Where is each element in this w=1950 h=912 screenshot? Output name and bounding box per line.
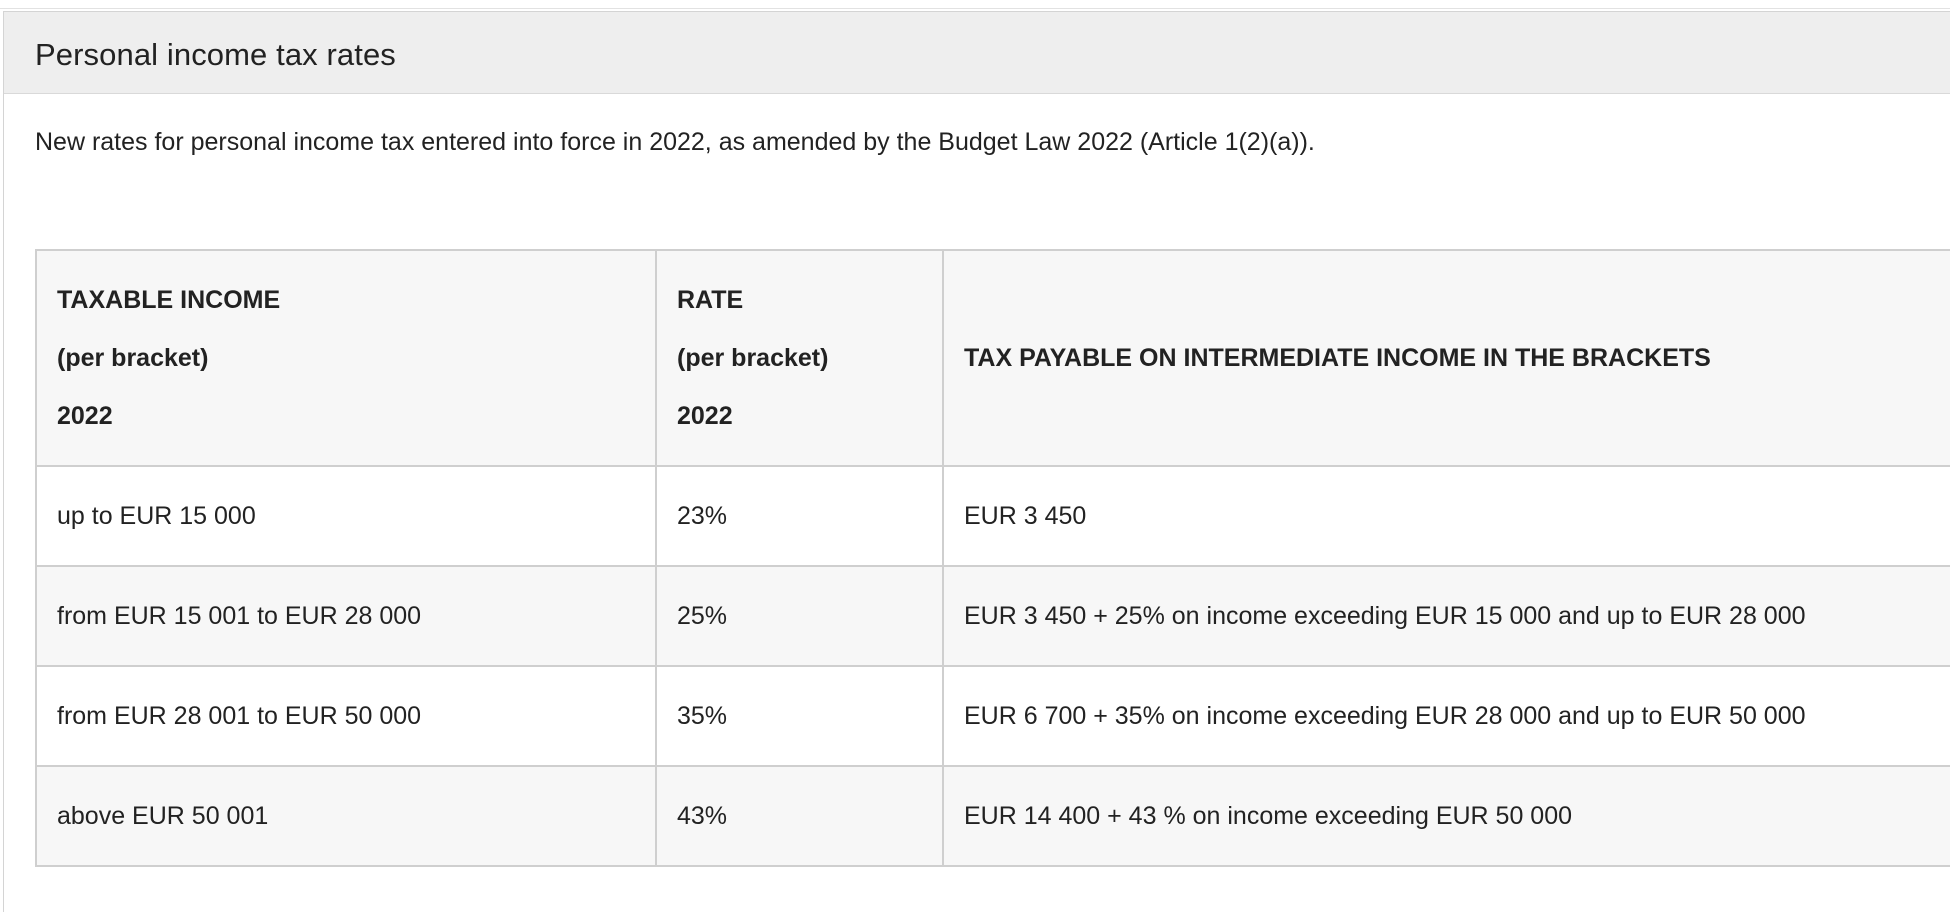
header-tax-payable: TAX PAYABLE ON INTERMEDIATE INCOME IN TH…	[942, 249, 1950, 467]
panel-title: Personal income tax rates	[35, 36, 396, 72]
panel-heading: Personal income tax rates	[4, 12, 1950, 94]
cell-payable: EUR 6 700 + 35% on income exceeding EUR …	[942, 665, 1950, 767]
intro-text: New rates for personal income tax entere…	[35, 128, 1315, 156]
table-row: up to EUR 15 000 23% EUR 3 450	[35, 465, 1950, 567]
table-header-row: TAXABLE INCOME (per bracket) 2022 RATE (…	[35, 249, 1950, 467]
cell-payable: EUR 14 400 + 43 % on income exceeding EU…	[942, 765, 1950, 867]
cell-income: up to EUR 15 000	[35, 465, 657, 567]
header-taxable-income: TAXABLE INCOME (per bracket) 2022	[35, 249, 657, 467]
table-row: above EUR 50 001 43% EUR 14 400 + 43 % o…	[35, 765, 1950, 867]
cell-payable: EUR 3 450 + 25% on income exceeding EUR …	[942, 565, 1950, 667]
top-border	[0, 0, 1950, 9]
header-rate-line-3: 2022	[677, 402, 733, 430]
cell-rate: 43%	[655, 765, 944, 867]
cell-payable: EUR 3 450	[942, 465, 1950, 567]
cell-income: from EUR 28 001 to EUR 50 000	[35, 665, 657, 767]
cell-income: above EUR 50 001	[35, 765, 657, 867]
tax-rates-panel: Personal income tax rates New rates for …	[3, 11, 1950, 912]
header-income-line-1: TAXABLE INCOME	[57, 286, 281, 314]
header-income-line-3: 2022	[57, 402, 113, 430]
header-rate-line-2: (per bracket)	[677, 344, 829, 372]
cell-rate: 23%	[655, 465, 944, 567]
header-rate-line-1: RATE	[677, 286, 744, 314]
table-row: from EUR 15 001 to EUR 28 000 25% EUR 3 …	[35, 565, 1950, 667]
header-rate: RATE (per bracket) 2022	[655, 249, 944, 467]
cell-income: from EUR 15 001 to EUR 28 000	[35, 565, 657, 667]
cell-rate: 35%	[655, 665, 944, 767]
table-row: from EUR 28 001 to EUR 50 000 35% EUR 6 …	[35, 665, 1950, 767]
cell-rate: 25%	[655, 565, 944, 667]
tax-rates-table: TAXABLE INCOME (per bracket) 2022 RATE (…	[35, 249, 1950, 867]
header-income-line-2: (per bracket)	[57, 344, 209, 372]
